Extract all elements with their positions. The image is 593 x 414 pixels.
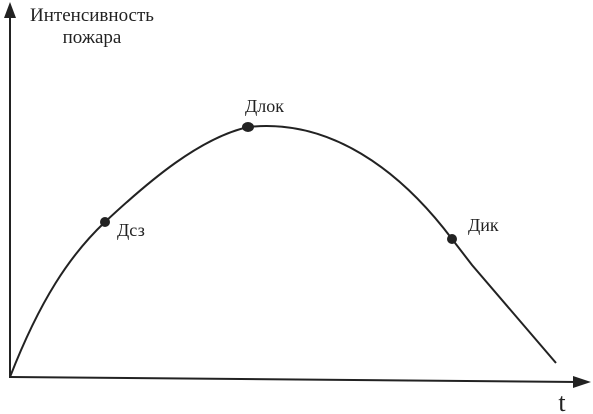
intensity-curve bbox=[9, 125, 557, 378]
point-label: Дсз bbox=[117, 220, 145, 240]
point-marker bbox=[100, 217, 110, 227]
point-marker bbox=[242, 122, 254, 132]
point-label: Дик bbox=[468, 215, 499, 235]
y-axis-label: пожара bbox=[63, 27, 122, 48]
x-axis-label: t bbox=[558, 388, 566, 414]
x-axis bbox=[9, 376, 579, 383]
point-label: Длок bbox=[245, 96, 284, 116]
x-axis-arrow bbox=[573, 376, 591, 388]
y-axis-arrow bbox=[4, 2, 16, 18]
y-axis-label: Интенсивность bbox=[30, 5, 154, 26]
point-marker bbox=[447, 234, 457, 244]
